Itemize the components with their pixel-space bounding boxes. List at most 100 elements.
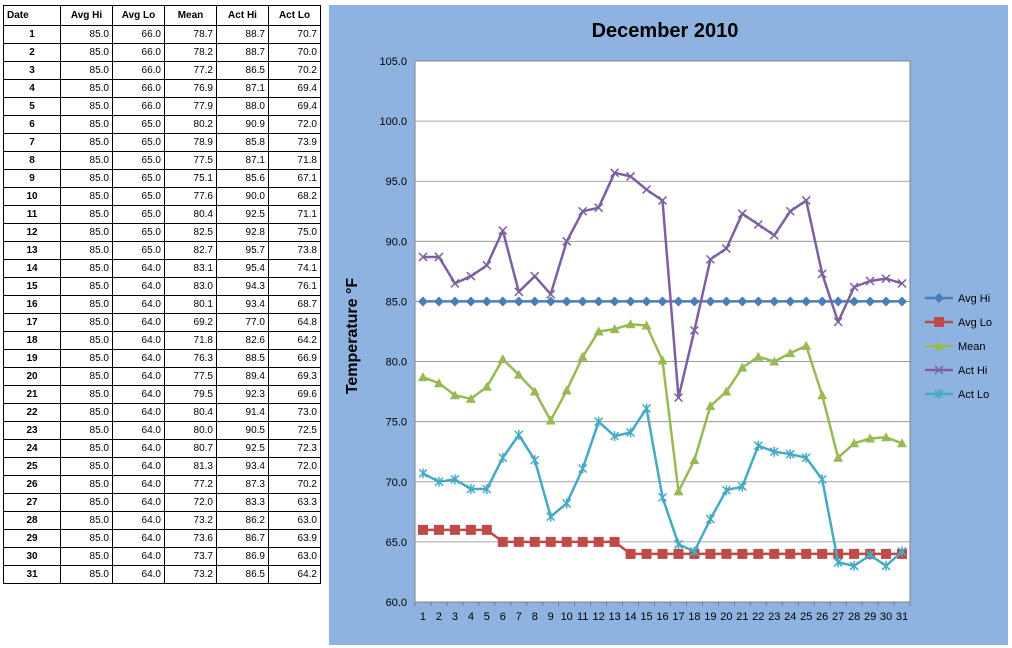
cell-act-hi: 83.3 [216,493,269,512]
data-point-mean [465,393,476,403]
data-point-act-hi [737,209,747,219]
cell-act-lo: 72.3 [268,439,321,458]
cell-avg-lo: 65.0 [112,241,165,260]
cell-date: 30 [3,547,61,566]
data-point-avg-hi [881,296,892,307]
data-point-avg-hi [577,296,588,307]
cell-date: 2 [3,43,61,62]
cell-avg-lo: 66.0 [112,43,165,62]
cell-act-hi: 85.6 [216,169,269,188]
data-point-avg-lo [561,536,572,547]
table-row: 30 85.0 64.0 73.7 86.9 63.0 [3,547,321,566]
data-point-act-hi [865,276,875,286]
cell-date: 12 [3,223,61,242]
cell-mean: 83.1 [164,259,217,278]
cell-date: 27 [3,493,61,512]
cell-act-lo: 63.0 [268,511,321,530]
data-point-avg-hi [721,296,732,307]
table-row: 15 85.0 64.0 83.0 94.3 76.1 [3,277,321,296]
cell-mean: 77.9 [164,97,217,116]
cell-avg-lo: 65.0 [112,187,165,206]
data-point-avg-hi [737,296,748,307]
x-tick-label: 21 [736,611,748,623]
data-point-mean [529,386,540,396]
data-point-avg-lo [545,536,556,547]
cell-mean: 77.2 [164,61,217,80]
data-point-avg-hi [817,296,828,307]
data-point-act-hi [705,254,715,264]
cell-act-lo: 63.3 [268,493,321,512]
data-point-act-hi [673,393,683,403]
cell-act-hi: 86.7 [216,529,269,548]
cell-avg-lo: 64.0 [112,529,165,548]
data-point-act-lo [785,449,795,460]
cell-avg-lo: 65.0 [112,205,165,224]
table-row: 20 85.0 64.0 77.5 89.4 69.3 [3,367,321,386]
cell-act-lo: 64.2 [268,331,321,350]
table-header-row: Date Avg Hi Avg Lo Mean Act Hi Act Lo [3,5,321,26]
chart-area: December 2010 Temperature °F 60.0 65.0 70.… [329,5,1008,645]
cell-avg-hi: 85.0 [60,439,113,458]
data-point-avg-hi [449,296,460,307]
cell-avg-lo: 64.0 [112,259,165,278]
table-row: 24 85.0 64.0 80.7 92.5 72.3 [3,439,321,458]
data-point-avg-hi [865,296,876,307]
cell-date: 5 [3,97,61,116]
legend-marker [934,341,944,350]
table-row: 17 85.0 64.0 69.2 77.0 64.8 [3,313,321,332]
data-point-mean [817,390,828,400]
cell-act-lo: 69.4 [268,97,321,116]
data-point-act-lo [849,560,859,571]
legend-item-avg-lo: Avg Lo [925,317,992,329]
y-tick-label: 105.0 [379,56,407,68]
table-row: 23 85.0 64.0 80.0 90.5 72.5 [3,421,321,440]
y-tick-label: 90.0 [386,236,407,248]
cell-date: 22 [3,403,61,422]
data-point-avg-lo [737,548,748,559]
y-tick-label: 85.0 [386,296,407,308]
table-row: 12 85.0 65.0 82.5 92.8 75.0 [3,223,321,242]
cell-mean: 80.4 [164,403,217,422]
data-point-avg-lo [465,524,476,535]
data-point-avg-lo [785,548,796,559]
data-point-avg-hi [497,296,508,307]
x-tick-label: 28 [848,611,860,623]
x-tick-label: 16 [656,611,668,623]
cell-date: 1 [3,25,61,44]
cell-mean: 72.0 [164,493,217,512]
table-row: 14 85.0 64.0 83.1 95.4 74.1 [3,259,321,278]
cell-act-hi: 88.5 [216,349,269,368]
data-point-act-lo [769,446,779,457]
cell-avg-lo: 65.0 [112,223,165,242]
cell-act-hi: 94.3 [216,277,269,296]
data-point-act-lo [450,474,460,485]
cell-date: 8 [3,151,61,170]
data-point-act-hi [849,282,859,292]
cell-act-lo: 66.9 [268,349,321,368]
data-point-mean [545,415,556,425]
data-point-mean [785,348,796,358]
x-tick-label: 4 [468,611,474,623]
data-point-mean [705,401,716,411]
data-point-mean [673,486,684,496]
table-row: 3 85.0 66.0 77.2 86.5 70.2 [3,61,321,80]
x-tick-label: 31 [896,611,908,623]
data-point-act-hi [434,252,444,262]
cell-act-lo: 72.0 [268,115,321,134]
cell-mean: 76.9 [164,79,217,98]
data-point-act-hi [530,271,540,281]
cell-act-lo: 63.0 [268,547,321,566]
data-point-avg-lo [833,548,844,559]
cell-avg-hi: 85.0 [60,529,113,548]
cell-act-lo: 70.2 [268,475,321,494]
cell-mean: 73.2 [164,565,217,584]
cell-mean: 82.7 [164,241,217,260]
cell-mean: 78.7 [164,25,217,44]
series-mean [417,319,908,496]
cell-act-hi: 86.5 [216,61,269,80]
data-point-act-lo [642,403,652,414]
data-point-mean [641,320,652,330]
cell-act-hi: 92.8 [216,223,269,242]
data-point-mean [497,354,508,364]
table-row: 28 85.0 64.0 73.2 86.2 63.0 [3,511,321,530]
